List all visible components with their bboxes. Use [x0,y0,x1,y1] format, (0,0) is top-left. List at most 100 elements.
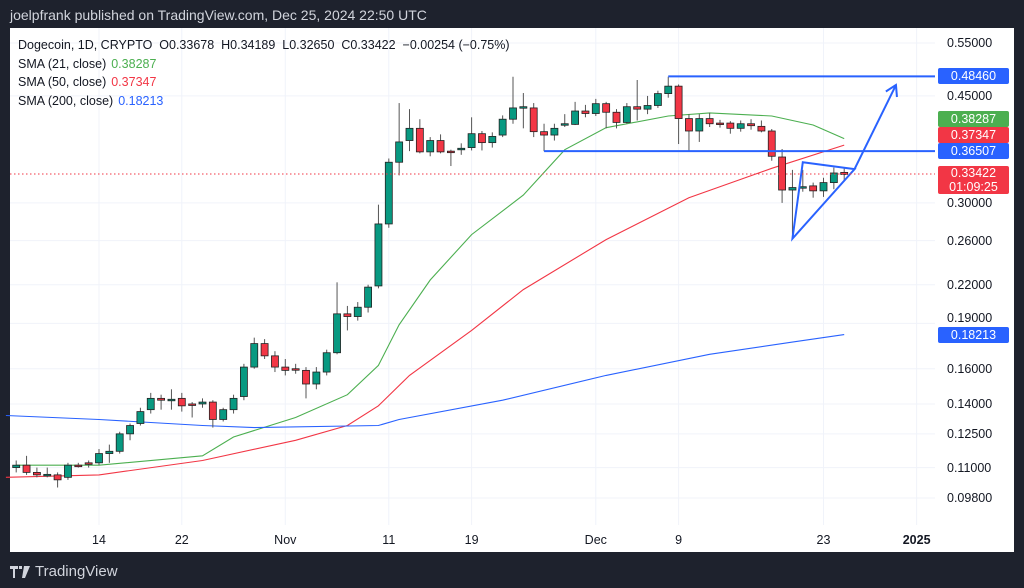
candle [219,407,228,422]
candle-body [529,107,538,133]
candle-body [716,122,724,125]
legend: Dogecoin, 1D, CRYPTO O0.33678 H0.34189 L… [18,36,510,110]
candle [819,177,828,197]
candle-body [664,85,673,95]
candle-body [302,369,310,385]
bar-countdown: 01:09:25 [949,180,998,195]
candle [591,98,600,117]
candle [674,84,683,145]
candle-body [736,123,745,129]
y-tick-label: 0.09800 [947,491,993,506]
candle-body [22,464,31,473]
candle [581,104,590,118]
candle [478,130,486,151]
x-tick-label: Dec [584,533,607,547]
footer: TradingView [10,563,118,580]
candle [664,76,673,98]
candle-body [509,107,517,120]
candle [74,462,83,468]
y-tick-label: 0.22000 [947,277,993,292]
candle [33,467,41,478]
candle-body [695,118,704,132]
candle-body [271,355,279,368]
candle-body [384,161,393,225]
candle-body [136,411,145,424]
candle [602,101,611,129]
candle-body [74,464,83,468]
candle-body [446,150,455,154]
candle-body [757,125,766,132]
candle [829,167,838,190]
candle [685,114,693,152]
candle-body [747,123,755,127]
candle-body [643,105,652,110]
candle [12,460,21,473]
candle [239,363,248,401]
candle [322,349,331,376]
candle [229,394,238,414]
candle [95,449,103,466]
legend-sma21: SMA (21, close) 0.38287 [18,56,157,71]
candle-body [467,133,476,148]
sma-line [16,112,845,466]
y-tick-label: 0.11000 [947,460,992,475]
candle [312,367,321,390]
candle-body [12,464,21,468]
arrow-head-icon [885,83,898,98]
arrow-line [853,84,897,170]
candle-body [840,171,849,175]
candle-body [550,127,559,136]
candle-body [829,172,838,183]
candle [343,305,352,331]
candle-body [229,397,238,411]
candle [716,119,724,128]
candle-body [819,182,828,192]
candle-body [95,453,103,464]
candle-body [560,123,569,126]
candle [540,123,548,152]
candle-body [177,397,186,407]
candle-body [157,397,166,401]
candle [333,282,341,355]
candle-body [426,140,435,153]
candle-body [685,118,693,132]
tag-sma50: 0.37347 [938,127,1009,144]
candle-body [188,403,197,406]
candle [509,76,517,124]
candle-body [809,185,818,192]
candle [302,367,310,399]
tag-sma200: 0.18213 [938,326,1009,343]
candle [364,284,373,313]
candle [146,392,155,414]
candles [12,76,849,488]
candle [260,339,269,360]
candle-body [788,187,797,191]
candle [550,123,559,141]
y-tick-label: 0.45000 [947,88,993,103]
candle-body [767,130,776,157]
candle [271,351,279,373]
candle [788,169,797,239]
candle [529,103,538,138]
x-tick-label: 22 [174,533,189,547]
y-tick-label: 0.12500 [947,426,993,441]
candle [177,392,186,412]
grid [10,28,935,525]
candle [126,423,134,441]
candle [115,431,124,454]
x-tick-label: 19 [464,533,479,547]
tag-resistance: 0.48460 [938,68,1009,85]
candle-body [281,366,290,371]
candle-body [146,397,155,411]
candle [384,158,393,228]
candle-body [33,472,41,476]
footer-brand: TradingView [35,563,118,580]
candle-body [167,398,176,402]
candle [498,115,507,138]
candle [757,120,766,133]
legend-sma50: SMA (50, close) 0.37347 [18,75,157,89]
candle-body [239,366,248,397]
candle-body [478,133,486,144]
candle [726,121,735,134]
